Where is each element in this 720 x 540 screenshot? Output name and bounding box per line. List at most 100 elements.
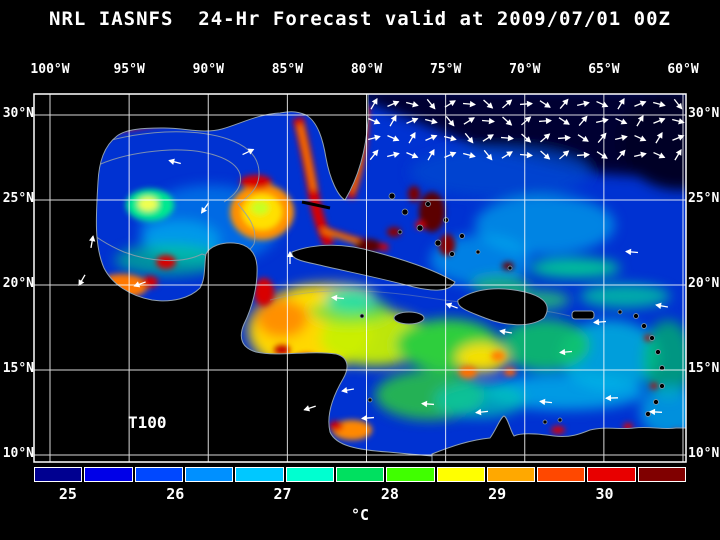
current-vector-arrow: [521, 133, 532, 143]
current-vector-arrow: [331, 294, 345, 302]
current-vector-arrow: [596, 100, 609, 108]
current-vector-arrow: [615, 134, 628, 141]
current-vector-arrow: [559, 98, 569, 110]
colorbar-ticks: 25 26 27 28 29 30: [34, 485, 686, 505]
current-vector-arrow: [636, 114, 644, 127]
small-islands: [301, 192, 665, 425]
current-vector-arrow: [617, 97, 625, 110]
colorbar-segment: [537, 467, 586, 482]
current-vector-arrow: [557, 134, 571, 142]
current-vector-arrow: [653, 151, 666, 159]
current-vector-arrow: [406, 152, 419, 159]
current-vector-arrow: [133, 281, 146, 288]
current-vector-arrow: [89, 235, 96, 249]
current-vector-arrow: [616, 149, 626, 161]
current-vector-arrow: [502, 99, 513, 109]
colorbar: [34, 467, 687, 482]
current-vector-arrow: [462, 100, 476, 108]
current-vector-arrow: [519, 100, 533, 108]
colorbar-segment: [34, 467, 83, 482]
current-vector-arrow: [444, 135, 457, 142]
lon-tick-label: 65°W: [588, 62, 620, 77]
current-vector-arrow: [559, 150, 570, 160]
current-vector-arrow: [427, 148, 435, 161]
current-vector-arrow: [242, 148, 255, 156]
current-vector-arrow: [519, 151, 533, 159]
current-vector-arrow: [200, 202, 209, 214]
current-vector-arrow: [406, 101, 419, 108]
current-vector-arrow: [593, 318, 607, 326]
current-vector-arrow: [387, 135, 400, 142]
grid-lines: [34, 94, 686, 462]
colorbar-segment: [587, 467, 636, 482]
current-vector-arrow: [673, 98, 683, 110]
current-vector-arrow: [425, 134, 438, 141]
lat-tick-label: 30°N: [688, 106, 720, 121]
annotation-t100: T100: [128, 413, 167, 432]
colorbar-segment: [335, 467, 385, 482]
lat-tick-label: 10°N: [688, 446, 720, 461]
current-vector-arrow: [540, 150, 551, 160]
current-vector-arrow: [577, 134, 589, 142]
current-vector-arrow: [540, 133, 551, 143]
lon-tick-label: 85°W: [271, 62, 304, 77]
colorbar-segment: [134, 467, 183, 482]
current-vector-arrow: [444, 100, 456, 108]
current-vector-arrow: [168, 158, 181, 165]
current-vector-arrow: [463, 117, 475, 125]
colorbar-segment: [486, 467, 536, 482]
current-vector-arrow: [387, 100, 400, 107]
colorbar-tick-label: 29: [488, 485, 507, 503]
current-vector-arrow: [615, 117, 628, 125]
lat-tick-label: 25°N: [2, 191, 34, 206]
current-vector-arrow: [576, 151, 590, 159]
current-vector-arrow: [672, 118, 685, 125]
current-vector-arrow: [483, 149, 493, 161]
current-vector-arrow: [653, 117, 666, 124]
current-vector-arrow: [558, 117, 570, 125]
current-vector-arrow: [538, 117, 552, 125]
current-vector-arrow: [389, 114, 397, 127]
colorbar-segment: [637, 467, 687, 482]
current-vector-arrow: [463, 152, 476, 159]
current-vector-arrow: [625, 248, 639, 256]
current-vector-arrow: [445, 302, 458, 309]
current-vector-arrow: [634, 100, 647, 107]
current-vector-arrow: [286, 251, 294, 264]
lon-tick-label: 95°W: [113, 62, 145, 77]
lon-tick-label: 100°W: [30, 62, 70, 77]
current-vector-arrow: [361, 414, 375, 422]
current-vector-arrow: [653, 101, 666, 108]
colorbar-tick-label: 27: [273, 485, 292, 503]
lat-tick-label: 10°N: [2, 446, 34, 461]
lat-tick-label: 15°N: [2, 361, 34, 376]
current-vector-arrow: [303, 405, 316, 412]
page-title: NRL IASNFS 24-Hr Forecast valid at 2009/…: [49, 8, 671, 30]
current-vector-arrow: [674, 148, 682, 161]
lat-tick-label: 20°N: [688, 276, 720, 291]
map-frame: [33, 93, 687, 463]
current-vector-arrow: [368, 118, 381, 125]
current-vector-arrow: [499, 328, 513, 335]
current-vector-arrow: [408, 131, 416, 144]
current-vector-arrow: [672, 134, 685, 141]
colorbar-segment: [436, 467, 485, 482]
current-vector-arrow: [577, 100, 590, 107]
colorbar-tick-label: 26: [166, 485, 185, 503]
current-vector-arrow: [655, 131, 663, 144]
current-vector-arrow: [501, 151, 513, 159]
current-vector-arrow: [370, 97, 378, 110]
current-vector-arrow: [445, 115, 455, 127]
current-vector-arrow: [521, 116, 532, 126]
lat-tick-label: 20°N: [2, 276, 34, 291]
current-vector-arrow: [421, 400, 435, 408]
current-vector-arrow: [387, 151, 400, 158]
current-vector-arrow: [481, 117, 495, 125]
current-vector-arrow: [444, 151, 457, 158]
current-vector-arrow: [500, 134, 514, 142]
current-vector-arrow: [649, 408, 663, 416]
current-vector-arrow: [369, 149, 379, 161]
lat-tick-label: 30°N: [2, 106, 34, 121]
